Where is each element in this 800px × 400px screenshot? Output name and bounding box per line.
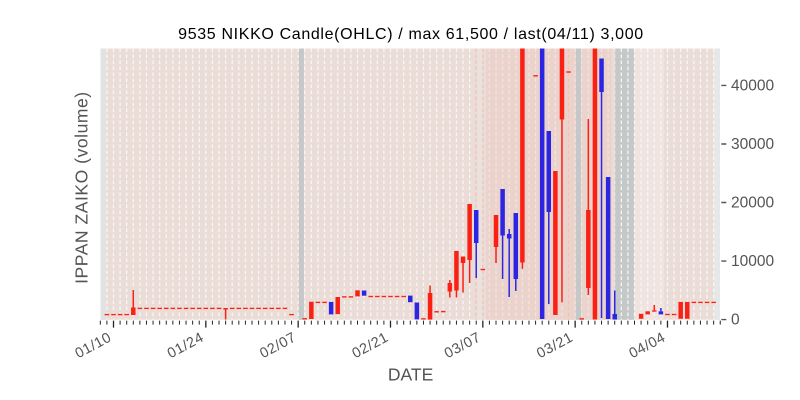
svg-text:40000: 40000: [731, 77, 774, 94]
svg-text:9535 NIKKO Candle(OHLC) / max: 9535 NIKKO Candle(OHLC) / max 61,500 / l…: [178, 26, 644, 43]
svg-text:10000: 10000: [731, 253, 774, 270]
svg-text:30000: 30000: [731, 136, 774, 153]
svg-text:20000: 20000: [731, 195, 774, 212]
svg-text:DATE: DATE: [388, 365, 433, 385]
svg-text:IPPAN ZAIKO (volume): IPPAN ZAIKO (volume): [72, 91, 92, 284]
svg-text:0: 0: [731, 312, 740, 329]
